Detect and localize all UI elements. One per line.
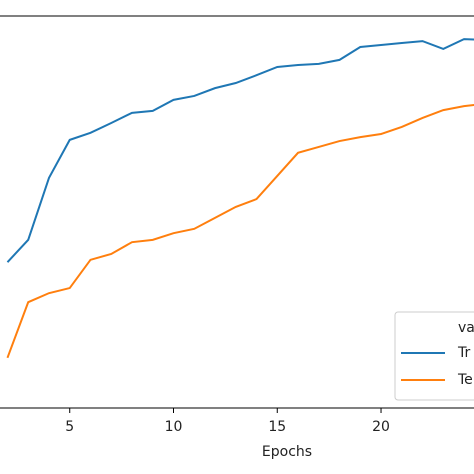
legend-title: va [458,320,474,336]
x-axis-label: Epochs [262,444,312,460]
x-tick-label: 20 [372,419,390,435]
legend-label: Te [457,372,473,388]
legend-box [394,311,474,401]
series-line [6,104,474,359]
x-tick-label: 5 [65,419,74,435]
series-line [6,38,474,263]
plot-area [6,38,474,359]
x-tick-label: 10 [165,419,183,435]
legend-label: Tr [457,345,470,361]
x-tick-label: 15 [268,419,286,435]
